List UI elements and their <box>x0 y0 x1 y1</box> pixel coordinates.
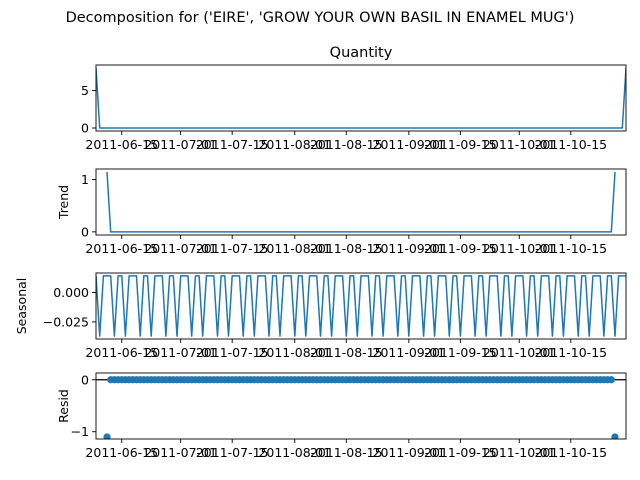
x-tick-label: 2011-09-15 <box>424 241 497 256</box>
x-tick-label: 2011-09-01 <box>373 345 446 360</box>
axes-frame <box>95 64 627 132</box>
x-tick-label: 2011-10-01 <box>483 241 556 256</box>
x-tick-label: 2011-10-15 <box>534 345 607 360</box>
x-tick-label: 2011-07-01 <box>144 345 217 360</box>
x-tick-label: 2011-10-01 <box>483 445 556 460</box>
x-tick-label: 2011-07-15 <box>196 345 269 360</box>
y-tick-label: −1 <box>71 424 89 439</box>
x-tick-label: 2011-07-01 <box>144 445 217 460</box>
y-tick-label: 0 <box>81 372 89 387</box>
x-tick-label: 2011-07-15 <box>196 137 269 152</box>
panels: 052011-06-152011-07-012011-07-152011-08-… <box>14 45 627 460</box>
x-tick-label: 2011-07-15 <box>196 445 269 460</box>
x-tick-label: 2011-08-01 <box>258 345 331 360</box>
x-tick-label: 2011-09-15 <box>424 137 497 152</box>
series-line <box>106 172 616 233</box>
x-tick-label: 2011-06-15 <box>85 241 158 256</box>
x-tick-label: 2011-09-01 <box>373 241 446 256</box>
y-tick-label: 0 <box>81 121 89 136</box>
panel-1: 052011-06-152011-07-012011-07-152011-08-… <box>81 45 627 152</box>
panel-3: 0.000 −0.025 2011-06-152011-07-012011-07-1… <box>14 272 627 360</box>
x-tick-label: 2011-09-15 <box>424 445 497 460</box>
x-tick-label: 2011-08-15 <box>310 345 383 360</box>
figure-suptitle: Decomposition for ('EIRE', 'GROW YOUR OW… <box>66 10 575 26</box>
x-tick-label: 2011-08-15 <box>310 137 383 152</box>
x-tick-label: 2011-08-15 <box>310 445 383 460</box>
y-tick-label: 0 <box>81 224 89 239</box>
x-tick-label: 2011-08-01 <box>258 445 331 460</box>
y-axis-label: Seasonal <box>14 278 29 335</box>
x-tick-label: 2011-06-15 <box>85 345 158 360</box>
x-tick-label: 2011-07-01 <box>144 137 217 152</box>
x-tick-label: 2011-08-01 <box>258 137 331 152</box>
plot-area <box>106 172 616 233</box>
x-tick-label: 2011-06-15 <box>85 445 158 460</box>
series-line <box>96 67 626 129</box>
x-tick-label: 2011-10-15 <box>534 241 607 256</box>
axes-frame <box>95 272 627 340</box>
x-tick-label: 2011-08-15 <box>310 241 383 256</box>
resid-outlier-point <box>103 433 111 439</box>
y-tick-label: 1 <box>81 172 89 187</box>
resid-outlier-point <box>611 433 619 439</box>
x-tick-label: 2011-09-01 <box>373 445 446 460</box>
axes-frame <box>95 372 627 440</box>
x-tick-label: 2011-10-01 <box>483 345 556 360</box>
x-tick-label: 2011-09-01 <box>373 137 446 152</box>
x-tick-label: 2011-08-01 <box>258 241 331 256</box>
y-tick-label: 5 <box>81 83 89 98</box>
x-tick-label: 2011-10-01 <box>483 137 556 152</box>
x-tick-label: 2011-06-15 <box>85 137 158 152</box>
x-tick-label: 2011-07-15 <box>196 241 269 256</box>
seasonal-line <box>96 275 626 337</box>
panel-2: 012011-06-152011-07-012011-07-152011-08-… <box>56 168 627 256</box>
x-tick-label: 2011-10-15 <box>534 137 607 152</box>
plot-area <box>96 376 626 439</box>
y-tick-label: −0.025 <box>43 314 89 329</box>
plot-area <box>96 275 626 337</box>
x-tick-label: 2011-07-01 <box>144 241 217 256</box>
x-tick-label: 2011-10-15 <box>534 445 607 460</box>
axes-title: Quantity <box>330 45 393 61</box>
resid-point <box>607 376 615 384</box>
panel-4: 0−12011-06-152011-07-012011-07-152011-08… <box>56 372 627 460</box>
axes-frame <box>95 168 627 236</box>
y-axis-label: Resid <box>56 389 71 423</box>
y-tick-label: 0.000 <box>53 285 89 300</box>
plot-area <box>96 67 626 129</box>
y-axis-label: Trend <box>56 185 71 220</box>
x-tick-label: 2011-09-15 <box>424 345 497 360</box>
